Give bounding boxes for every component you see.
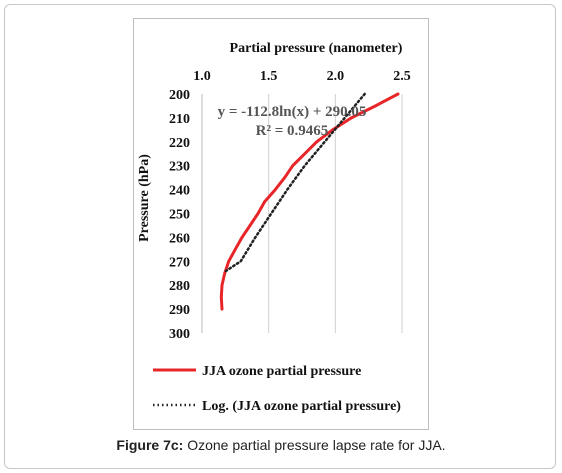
y-tick-label: 280 bbox=[169, 279, 190, 294]
x-tick-labels: 1.0 1.5 2.0 2.5 bbox=[193, 69, 411, 84]
x-tick-label: 2.0 bbox=[327, 69, 345, 84]
y-tick-label: 260 bbox=[169, 231, 190, 246]
x-tick-label: 1.0 bbox=[193, 69, 211, 84]
y-tick-label: 220 bbox=[169, 136, 190, 151]
legend-label-log: Log. (JJA ozone partial pressure) bbox=[202, 399, 401, 414]
y-tick-label: 240 bbox=[169, 184, 190, 199]
y-tick-label: 290 bbox=[169, 303, 190, 318]
y-axis-title: Pressure (hPa) bbox=[137, 154, 152, 242]
chart-series bbox=[219, 92, 400, 311]
y-tick-label: 230 bbox=[169, 160, 190, 175]
y-tick-label: 270 bbox=[169, 255, 190, 270]
caption-text: Ozone partial pressure lapse rate for JJ… bbox=[183, 437, 446, 453]
y-tick-label: 200 bbox=[169, 88, 190, 103]
x-tick-label: 2.5 bbox=[393, 69, 411, 84]
trendline-equation: y = -112.8ln(x) + 290.05 bbox=[218, 104, 367, 120]
y-tick-label: 210 bbox=[169, 112, 190, 127]
y-tick-label: 250 bbox=[169, 208, 190, 223]
figure-caption: Figure 7c: Ozone partial pressure lapse … bbox=[0, 437, 562, 453]
series-line-log-trend bbox=[224, 92, 366, 273]
legend: JJA ozone partial pressure Log. (JJA ozo… bbox=[153, 364, 401, 414]
chart-grid bbox=[201, 94, 403, 333]
y-tick-labels: 200 210 220 230 240 250 260 270 280 290 300 bbox=[169, 88, 190, 342]
caption-prefix: Figure 7c: bbox=[116, 437, 184, 453]
y-tick-label: 300 bbox=[169, 327, 190, 342]
series-line-ozone bbox=[219, 92, 400, 311]
x-tick-label: 1.5 bbox=[260, 69, 278, 84]
legend-label-ozone: JJA ozone partial pressure bbox=[202, 364, 361, 379]
x-axis-title: Partial pressure (nanometer) bbox=[230, 41, 403, 56]
trendline-r-squared: R² = 0.9465 bbox=[256, 123, 329, 139]
chart-plot-area bbox=[133, 18, 429, 430]
